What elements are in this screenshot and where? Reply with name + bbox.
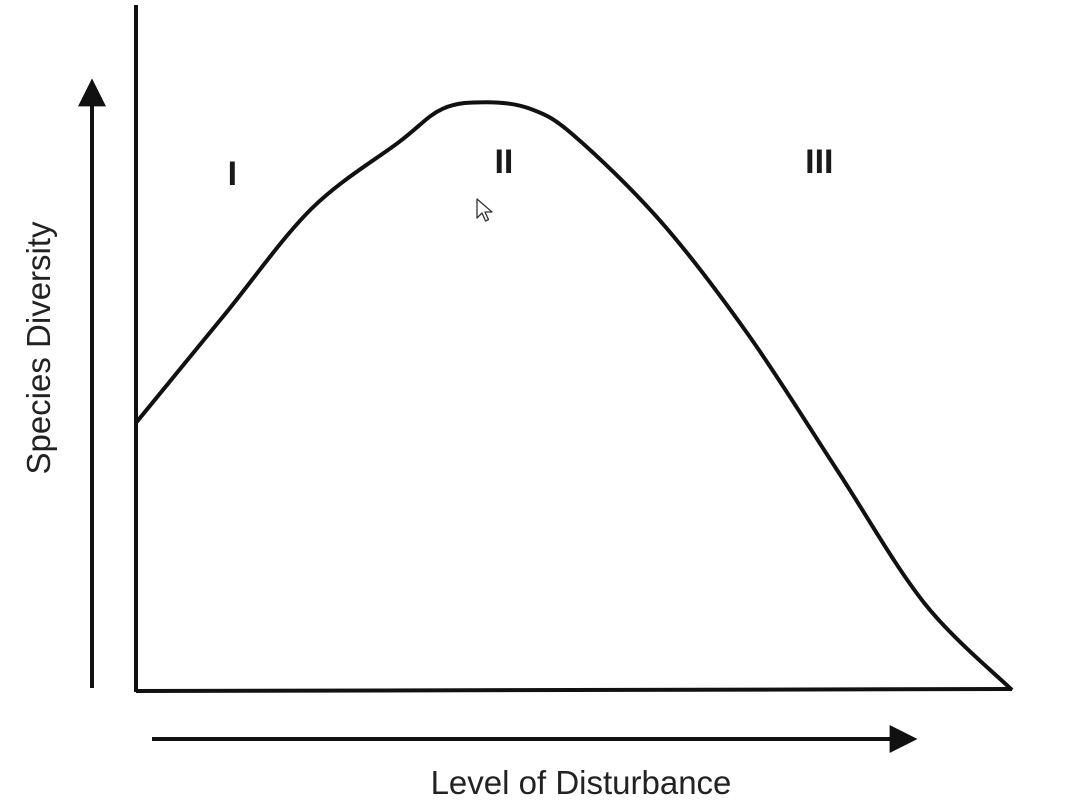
mouse-cursor-icon [476,198,493,222]
region-label-1: I [228,155,237,193]
x-axis-line [135,687,1013,693]
region-label-3: III [805,143,833,181]
series-line [134,100,1014,692]
region-label-2: II [494,143,513,181]
region-labels: I II III [228,143,834,193]
x-axis-label: Level of Disturbance [431,764,732,800]
y-axis-label: Species Diversity [20,221,57,475]
